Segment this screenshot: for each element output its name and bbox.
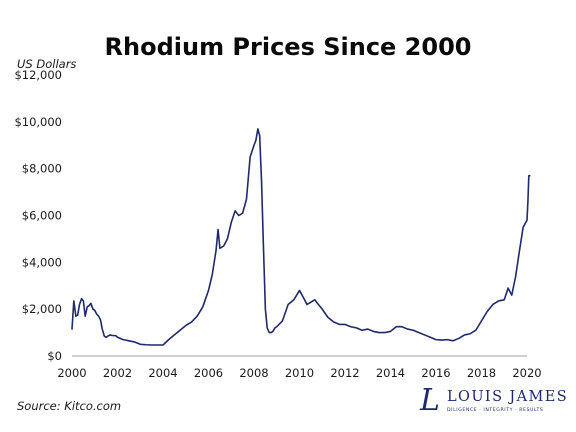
y-axis-ticks: $0 $2,000 $4,000 $6,000 $8,000 $10,000 $12,000 [14, 68, 62, 363]
louis-james-logo: L LOUIS JAMES DILIGENCE · INTEGRITY · RE… [419, 383, 568, 418]
y-axis-label: US Dollars [17, 57, 76, 71]
x-tick-label: 2000 [57, 366, 86, 380]
x-tick-label: 2004 [148, 366, 177, 380]
y-tick-label: $4,000 [22, 255, 62, 269]
y-tick-label: $0 [47, 349, 62, 363]
x-tick-label: 2002 [103, 366, 132, 380]
x-tick-label: 2012 [330, 366, 359, 380]
y-tick-label: $6,000 [22, 209, 62, 223]
x-tick-label: 2016 [421, 366, 450, 380]
x-tick-label: 2008 [239, 366, 268, 380]
x-tick-label: 2020 [512, 366, 541, 380]
logo-brand-name: LOUIS JAMES [447, 389, 568, 405]
source-note: Source: Kitco.com [17, 399, 121, 413]
x-axis-ticks: 2000 2002 2004 2006 2008 2010 2012 2014 2016 2018… [57, 366, 541, 380]
chart-title: Rhodium Prices Since 2000 [105, 33, 472, 61]
y-tick-label: $2,000 [22, 302, 62, 316]
y-tick-label: $12,000 [14, 68, 62, 82]
x-tick-label: 2018 [467, 366, 496, 380]
x-tick-label: 2014 [376, 366, 405, 380]
logo-tagline: DILIGENCE · INTEGRITY · RESULTS [447, 407, 543, 413]
logo-mark-icon: L [419, 383, 440, 418]
y-tick-label: $10,000 [14, 115, 62, 129]
x-tick-label: 2010 [285, 366, 314, 380]
rhodium-price-line [71, 128, 531, 346]
y-tick-label: $8,000 [22, 162, 62, 176]
x-tick-label: 2006 [194, 366, 223, 380]
